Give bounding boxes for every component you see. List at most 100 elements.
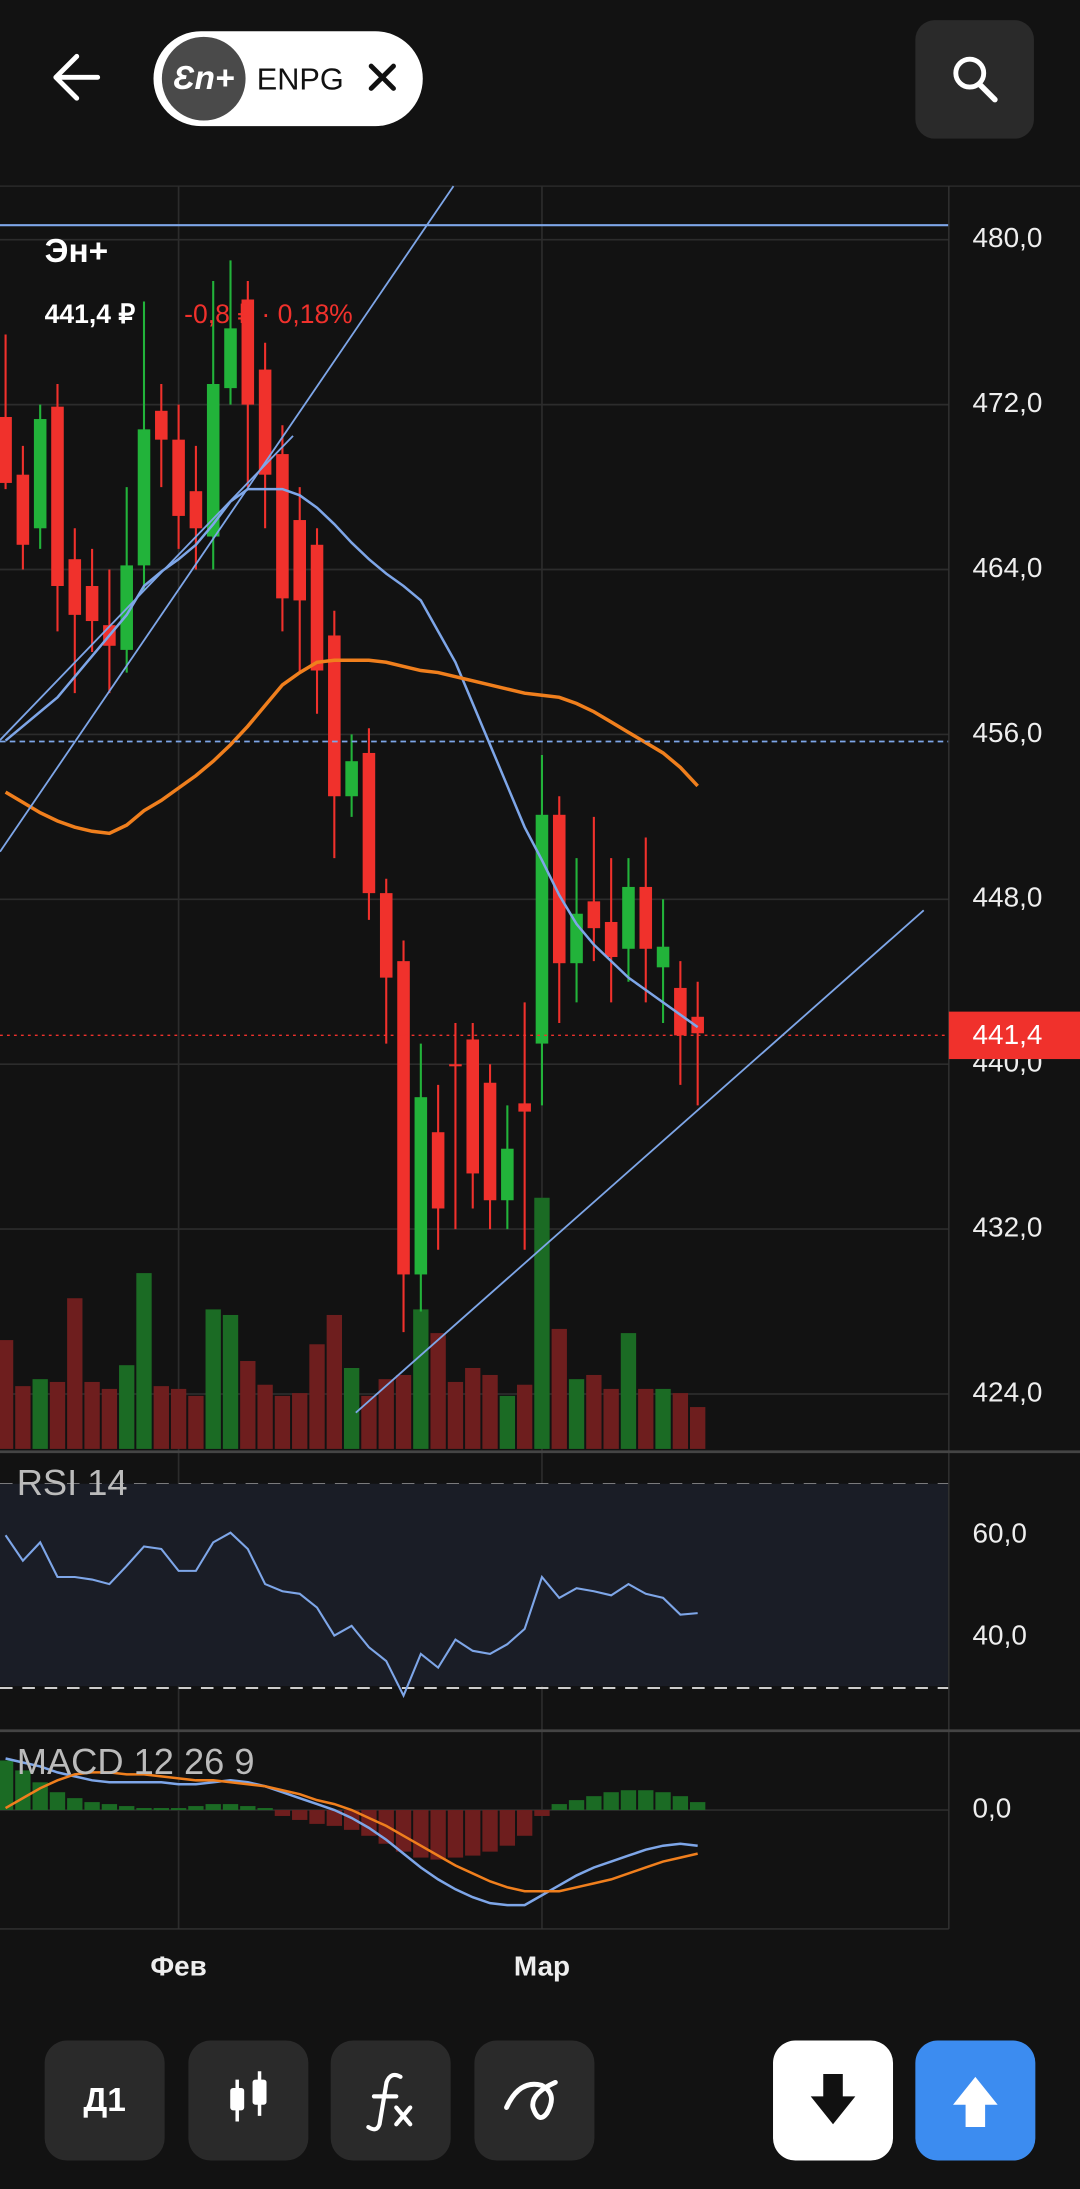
macd-hist-bar [447,1810,464,1858]
candle-body [379,893,393,978]
macd-hist-bar [395,1810,412,1852]
last-price-label: 441,4 [973,1019,1043,1050]
volume-bar [170,1388,187,1449]
drawing-button[interactable] [474,2040,595,2161]
macd-hist-bar [188,1806,204,1811]
signal-line [4,1771,698,1893]
macd-hist-bar [482,1810,498,1852]
candle-body [483,1082,497,1201]
candle-body [258,369,272,475]
macd-hist-bar [309,1810,325,1824]
candle-body [16,474,30,545]
candle-body [656,946,670,968]
candle-body [397,961,410,1275]
search-icon-handle [976,81,998,103]
candle-body [570,913,583,964]
volume-bar [257,1384,273,1449]
chart-type-button[interactable] [188,2040,309,2161]
button-bg [188,2040,309,2161]
rsi-label: RSI 14 [17,1462,128,1503]
macd-hist-bar [534,1810,550,1816]
macd-hist-bar [119,1806,135,1811]
period-label: Д1 [83,2082,125,2119]
macd-hist-bar [326,1810,342,1826]
logo-circle [161,36,246,121]
candle-body [189,491,203,529]
candle-body [206,384,220,537]
candle-body [276,454,289,599]
candle-body [241,299,255,405]
macd-hist-bar [568,1800,585,1811]
macd-hist-bar [274,1810,291,1816]
volume-bar [32,1379,48,1449]
volume-bar [568,1379,585,1449]
y-tick-label: 448,0 [973,882,1043,913]
indicators-button[interactable] [330,2040,451,2161]
macd-line [5,1757,698,1907]
fx-icon [366,2072,413,2132]
macd-hist-bar [499,1810,516,1846]
button-bg [44,2040,165,2161]
macd-label: MACD 12 26 9 [17,1741,255,1782]
rsi-line [4,1531,698,1699]
volume-bar [430,1333,446,1449]
trend-line [0,185,455,853]
ticker-chip[interactable]: Ɛn+ ENPG [153,31,423,127]
volume-bar [690,1407,706,1449]
ma-slow-line [4,658,699,836]
current-price: 441,4 ₽ [45,299,136,329]
candle-body [224,328,237,389]
volume-bar [136,1273,152,1449]
macd-hist-bar [292,1810,308,1820]
rsi-band [0,1483,949,1687]
volume-bar [309,1344,325,1449]
volume-bar [49,1381,66,1449]
macd-hist-bar [222,1804,239,1811]
candle-body [51,406,64,587]
volume-bar [586,1374,602,1449]
volume-bar [551,1328,567,1449]
volume-bar [447,1381,464,1449]
volume-bar [361,1395,377,1449]
volume-bar [499,1395,516,1449]
volume-bar [292,1393,308,1449]
macd-hist-bar [516,1810,533,1836]
macd-hist-bar [49,1792,66,1811]
candle-body [345,761,358,797]
back-icon [53,53,101,101]
ma-fast-line [4,487,699,1029]
volume-bar [67,1298,83,1449]
buy-button[interactable] [915,2040,1036,2161]
y-tick-label: 424,0 [973,1376,1043,1407]
axis-labels: 480,0472,0464,0456,0448,0440,0432,0424,0… [150,222,1080,1981]
macd-hist-bar [0,1760,14,1811]
y-tick-label: 464,0 [973,552,1043,583]
period-button[interactable]: Д1 [44,2040,165,2161]
candle-body [414,1097,428,1275]
candle-body [674,987,687,1036]
candle-body [362,752,376,894]
x-tick-label: Фев [150,1950,206,1981]
search-bg [915,20,1034,139]
volume-bar [274,1395,291,1449]
volume-bar [188,1395,204,1449]
candle-body [68,559,82,615]
candle-body [518,1103,531,1112]
search-button[interactable] [915,20,1034,139]
volume-bar [413,1309,429,1449]
macd-hist-bar [655,1792,671,1811]
volume-bar [672,1393,689,1449]
sell-button[interactable] [773,2040,894,2161]
volume-bar [343,1367,360,1449]
trend-line [0,435,294,741]
macd-hist-bar [672,1796,689,1811]
candle-body [691,1016,704,1034]
search-icon [953,56,987,90]
trend-line [355,909,925,1414]
macd-hist-bar [101,1804,118,1811]
candle-body [449,1064,462,1067]
back-button[interactable] [53,53,101,101]
macd-hist-bar [153,1808,169,1811]
candle-body [604,921,618,958]
